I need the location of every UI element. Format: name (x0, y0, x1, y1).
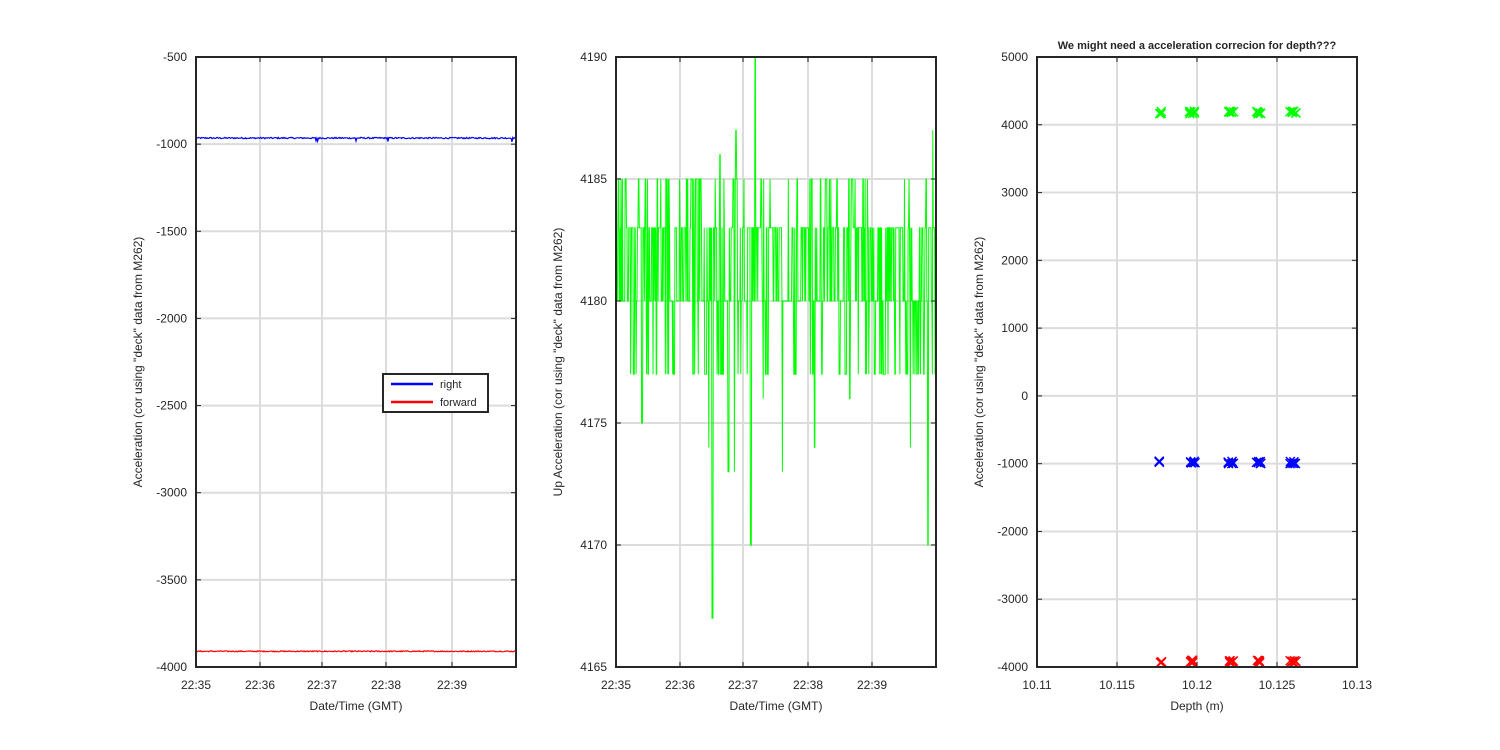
scatter-point-right (1186, 457, 1197, 468)
panel-1-legend: right forward (382, 373, 489, 413)
y-tick-label: -1000 (997, 457, 1028, 471)
scatter-point-forward (1227, 656, 1238, 667)
panel-3-acceleration-vs-depth: 10.11 10.115 10.12 10.125 10.13 5000 4000 3000… (972, 40, 1372, 713)
scatter-point-up (1288, 106, 1299, 117)
scatter-point-right (1255, 458, 1266, 469)
y-tick-label: 4175 (580, 416, 607, 430)
y-tick-label: -3500 (156, 573, 187, 587)
scatter-point-up (1189, 107, 1200, 118)
panel-2-y-ticks: 4190 4185 4180 4175 4170 4165 (580, 50, 936, 674)
y-tick-label: -1000 (156, 137, 187, 151)
x-tick-label: 22:35 (181, 678, 211, 692)
panel-1-x-label: Date/Time (GMT) (310, 699, 403, 713)
panel-1-y-label: Acceleration (cor using "deck" data from… (131, 237, 145, 488)
scatter-point-right (1255, 456, 1266, 467)
scatter-point-forward (1187, 655, 1198, 666)
x-tick-label: 22:35 (601, 678, 631, 692)
panel-2-up-acceleration: 22:35 22:36 22:37 22:38 22:39 41904185418041… (551, 50, 937, 713)
scatter-point-up (1154, 108, 1165, 119)
scatter-point-up (1226, 107, 1237, 118)
scatter-point-forward (1187, 657, 1198, 668)
scatter-point-up (1253, 108, 1264, 119)
x-tick-label: 22:36 (665, 678, 695, 692)
y-tick-label: -2500 (156, 399, 187, 413)
scatter-point-forward (1254, 657, 1265, 668)
y-tick-label: 3000 (1001, 186, 1028, 200)
x-tick-label: 10.115 (1099, 678, 1135, 692)
panel-3-y-label: Acceleration (cor using "deck" data from… (972, 237, 986, 488)
y-tick-label: 4190 (580, 50, 607, 64)
panel-2-x-ticks: 22:35 22:36 22:37 22:38 22:39 (601, 57, 887, 692)
x-tick-label: 10.13 (1342, 678, 1372, 692)
scatter-point-up (1253, 106, 1263, 117)
scatter-point-up (1228, 106, 1239, 117)
x-tick-label: 10.11 (1022, 678, 1051, 692)
panel-2-x-label: Date/Time (GMT) (730, 699, 823, 713)
x-tick-label: 22:36 (245, 678, 275, 692)
x-tick-label: 10.125 (1259, 678, 1296, 692)
scatter-point-forward (1291, 656, 1301, 667)
panel-1-plot-area (195, 136, 517, 653)
scatter-point-up (1156, 108, 1167, 119)
y-tick-label: 2000 (1001, 253, 1028, 267)
x-tick-label: 22:39 (857, 678, 887, 692)
panel-2-axes-frame (615, 56, 937, 668)
series-line-up (615, 56, 936, 619)
panel-1-acceleration-right-forward: 22:35 22:36 22:37 22:38 22:39 -500 -1000 -1500… (131, 50, 517, 713)
scatter-point-forward (1289, 655, 1300, 666)
y-tick-label: 4185 (580, 172, 607, 186)
panel-3-plot-area (1154, 106, 1301, 668)
y-tick-label: 4000 (1001, 118, 1028, 132)
scatter-point-right (1290, 458, 1301, 469)
scatter-point-forward (1156, 657, 1167, 668)
y-tick-label: 1000 (1001, 321, 1028, 335)
scatter-point-right (1188, 457, 1199, 468)
legend-label-right: right (440, 379, 461, 391)
scatter-point-up (1255, 108, 1266, 119)
y-tick-label: -4000 (156, 660, 187, 674)
legend-label-forward: forward (440, 397, 477, 409)
panel-1-axes-frame (195, 56, 517, 668)
x-tick-label: 22:37 (728, 678, 758, 692)
x-tick-label: 22:37 (307, 678, 337, 692)
panel-1-grid (195, 56, 516, 668)
y-tick-label: 4170 (580, 538, 607, 552)
y-tick-label: 4180 (580, 294, 607, 308)
scatter-point-right (1288, 458, 1299, 469)
scatter-point-right (1227, 456, 1238, 467)
y-tick-label: -2000 (997, 524, 1028, 538)
y-tick-label: -3000 (156, 486, 187, 500)
panel-3-grid (1036, 56, 1358, 668)
panel-1-x-ticks: 22:35 22:36 22:37 22:38 22:39 (181, 57, 467, 692)
panel-2-y-label: Up Acceleration (cor using "deck" data f… (551, 228, 565, 497)
panel-2-plot-area (615, 56, 936, 619)
legend-box (382, 373, 489, 413)
y-tick-label: -3000 (997, 592, 1028, 606)
y-tick-label: -2000 (156, 311, 187, 325)
series-line-right (195, 136, 517, 144)
y-tick-label: 0 (1021, 389, 1028, 403)
x-tick-label: 22:38 (793, 678, 823, 692)
scatter-point-right (1190, 457, 1201, 468)
y-tick-label: 5000 (1001, 50, 1028, 64)
panel-1-y-ticks: -500 -1000 -1500 -2000 -2500 -3000 -3500 -4000 (156, 50, 516, 674)
x-tick-label: 22:38 (371, 678, 401, 692)
scatter-point-up (1187, 108, 1198, 119)
panel-3-x-ticks: 10.11 10.115 10.12 10.125 10.13 (1022, 57, 1372, 692)
x-tick-label: 10.12 (1182, 678, 1212, 692)
y-tick-label: -1500 (156, 224, 187, 238)
panel-3-x-label: Depth (m) (1170, 699, 1223, 713)
y-tick-label: 4165 (580, 660, 607, 674)
scatter-point-right (1154, 456, 1165, 467)
y-tick-label: -500 (163, 50, 187, 64)
panel-3-y-ticks: 5000 4000 3000 2000 1000 0 -1000 -2000 -3000 -400… (997, 50, 1357, 674)
series-line-forward (195, 649, 517, 653)
x-tick-label: 22:39 (437, 678, 467, 692)
y-tick-label: -4000 (997, 660, 1028, 674)
scatter-point-right (1226, 458, 1237, 469)
panel-3-title: We might need a acceleration correcion f… (1058, 40, 1337, 52)
